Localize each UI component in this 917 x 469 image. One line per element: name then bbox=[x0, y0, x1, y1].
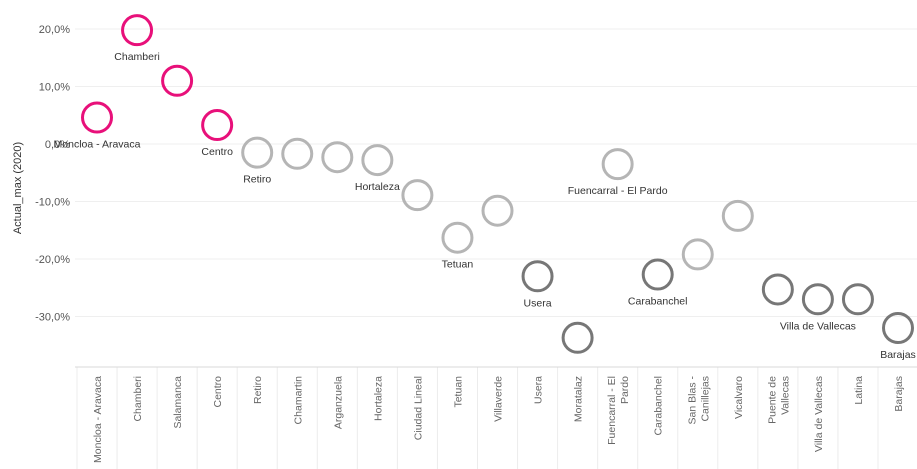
data-point bbox=[561, 321, 594, 354]
point-label: Villa de Vallecas bbox=[780, 320, 856, 332]
y-tick-label: 20,0% bbox=[39, 24, 70, 36]
x-tick-label: Usera bbox=[533, 376, 545, 404]
x-tick-label: Villaverde bbox=[493, 376, 505, 422]
data-point bbox=[882, 312, 914, 344]
data-point bbox=[201, 109, 234, 142]
point-label: Fuencarral - El Pardo bbox=[568, 185, 668, 197]
x-tick-label: Latina bbox=[853, 376, 865, 405]
x-tick-label: San Blas -Canillejas bbox=[686, 376, 711, 425]
y-tick-label: 10,0% bbox=[39, 82, 70, 94]
x-tick-label: Vicalvaro bbox=[733, 376, 745, 419]
x-tick-label: Barajas bbox=[893, 376, 905, 412]
point-label: Centro bbox=[201, 146, 233, 158]
x-tick-label: Arganzuela bbox=[332, 376, 344, 429]
y-axis-title: Actual_max (2020) bbox=[12, 142, 24, 234]
data-point bbox=[521, 260, 554, 293]
data-point bbox=[81, 101, 113, 134]
x-tick-label: Chamberi bbox=[132, 376, 144, 422]
point-labels: Moncloa - Aravaca Chamberi Centro Retiro Hor… bbox=[54, 51, 916, 361]
point-label: Retiro bbox=[243, 174, 271, 186]
data-point bbox=[841, 283, 874, 316]
x-tick-label: Hortaleza bbox=[372, 376, 384, 421]
x-tick-label: Retiro bbox=[252, 376, 264, 404]
point-label: Tetuan bbox=[442, 259, 474, 271]
data-point bbox=[641, 258, 674, 291]
x-tick-label: Carabanchel bbox=[653, 376, 665, 436]
data-point bbox=[721, 199, 754, 232]
point-label: Usera bbox=[524, 297, 552, 309]
x-tick-label: Moncloa - Aravaca bbox=[92, 376, 104, 463]
data-points bbox=[81, 14, 914, 354]
x-tick-label: Salamanca bbox=[172, 376, 184, 429]
x-tick-label: Fuencarral - ElPardo bbox=[606, 376, 631, 445]
data-point bbox=[121, 14, 154, 47]
data-point bbox=[481, 194, 514, 227]
data-point bbox=[761, 273, 794, 306]
data-point bbox=[401, 179, 434, 212]
x-tick-label: Villa de Vallecas bbox=[813, 376, 825, 452]
x-tick-label: Centro bbox=[212, 376, 224, 408]
data-point bbox=[161, 64, 194, 97]
data-point bbox=[361, 144, 394, 177]
x-tick-label: Puente deVallecas bbox=[766, 376, 791, 424]
x-tick-label: Moratalaz bbox=[573, 376, 585, 422]
x-tick-label: Chamartin bbox=[292, 376, 304, 425]
point-label: Carabanchel bbox=[628, 296, 688, 308]
data-point bbox=[601, 148, 634, 181]
y-tick-label: -30,0% bbox=[35, 312, 70, 324]
data-point bbox=[441, 221, 474, 254]
gridlines bbox=[75, 28, 917, 317]
y-tick-label: 0,0% bbox=[45, 139, 70, 151]
y-tick-label: -10,0% bbox=[35, 197, 70, 209]
data-point bbox=[801, 283, 834, 316]
y-axis-ticks: 20,0% 10,0% 0,0% -10,0% -20,0% -30,0% bbox=[35, 24, 70, 324]
point-label: Hortaleza bbox=[355, 181, 400, 193]
data-point bbox=[681, 238, 714, 271]
y-tick-label: -20,0% bbox=[35, 254, 70, 266]
data-point bbox=[241, 136, 274, 169]
point-label: Chamberi bbox=[114, 51, 160, 63]
point-label: Barajas bbox=[880, 349, 916, 361]
data-point bbox=[321, 141, 354, 174]
x-tick-label: Ciudad Lineal bbox=[412, 376, 424, 440]
x-axis-categories: Moncloa - Aravaca Chamberi Salamanca Centro… bbox=[76, 367, 905, 469]
point-label: Moncloa - Aravaca bbox=[54, 139, 141, 151]
x-tick-label: Tetuan bbox=[452, 376, 464, 408]
data-point bbox=[281, 137, 314, 170]
